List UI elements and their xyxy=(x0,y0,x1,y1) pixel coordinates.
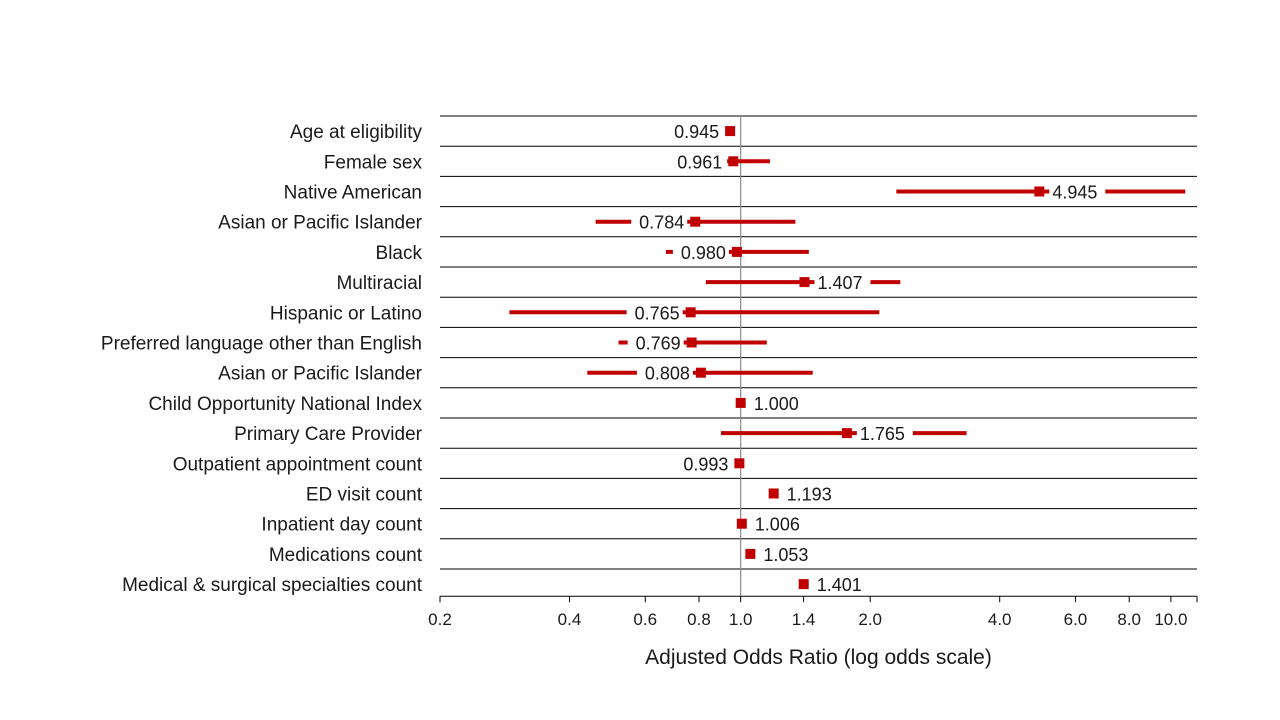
estimate-marker xyxy=(734,458,745,469)
row-label: ED visit count xyxy=(306,485,423,506)
x-tick-label: 0.6 xyxy=(633,610,657,629)
x-tick-label: 6.0 xyxy=(1064,610,1088,629)
x-tick-label: 8.0 xyxy=(1117,610,1141,629)
value-label-bg xyxy=(626,302,683,323)
x-tick-label: 2.0 xyxy=(858,610,882,629)
estimate-marker xyxy=(798,579,809,590)
or-value-label: 1.000 xyxy=(754,394,799,414)
or-value-label: 1.006 xyxy=(755,515,800,535)
row-label: Child Opportunity National Index xyxy=(148,394,422,415)
x-axis-title: Adjusted Odds Ratio (log odds scale) xyxy=(645,646,992,669)
row-label: Primary Care Provider xyxy=(234,424,423,445)
value-label-bg xyxy=(669,151,726,172)
value-label-bg xyxy=(631,211,688,232)
row-label: Black xyxy=(376,243,423,264)
value-label-bg xyxy=(1049,181,1106,202)
value-label-bg xyxy=(814,272,871,293)
estimate-marker xyxy=(690,216,701,227)
or-value-label: 0.993 xyxy=(683,454,728,474)
value-label-bg xyxy=(856,423,913,444)
value-label-bg xyxy=(636,362,693,383)
or-value-label: 1.053 xyxy=(763,545,808,565)
or-value-label: 0.961 xyxy=(677,152,722,172)
estimate-marker xyxy=(728,156,739,167)
x-tick-label: 4.0 xyxy=(988,610,1012,629)
or-value-label: 0.765 xyxy=(635,303,680,323)
estimate-marker xyxy=(768,488,779,499)
row-label: Age at eligibility xyxy=(290,122,423,143)
row-separators xyxy=(440,115,1197,570)
row-label: Inpatient day count xyxy=(261,515,422,536)
estimate-marker xyxy=(731,246,742,257)
estimate-marker xyxy=(695,367,706,378)
row-label: Native American xyxy=(284,183,422,204)
row-label: Asian or Pacific Islander xyxy=(218,364,422,385)
or-value-label: 1.193 xyxy=(787,485,832,505)
estimate-marker xyxy=(1034,186,1045,197)
or-value-label: 0.808 xyxy=(645,364,690,384)
estimate-marker xyxy=(685,307,696,318)
or-value-label: 1.407 xyxy=(817,273,862,293)
x-tick-label: 10.0 xyxy=(1154,610,1187,629)
or-value-label: 0.784 xyxy=(639,213,684,233)
x-tick-label: 0.4 xyxy=(558,610,582,629)
value-label-bg xyxy=(627,332,684,353)
row-label: Asian or Pacific Islander xyxy=(218,213,422,234)
estimate-marker xyxy=(725,126,736,137)
row-labels: Age at eligibility Female sex Native Ameri… xyxy=(101,122,423,596)
x-tick-label: 0.2 xyxy=(428,610,452,629)
row-label: Medications count xyxy=(269,545,423,566)
or-value-label: 0.769 xyxy=(636,334,681,354)
or-value-label: 0.980 xyxy=(681,243,726,263)
estimate-marker xyxy=(736,518,747,529)
estimate-marker xyxy=(735,397,746,408)
estimate-marker xyxy=(686,337,697,348)
x-tick-label: 0.8 xyxy=(687,610,711,629)
estimate-marker xyxy=(745,548,756,559)
row-label: Outpatient appointment count xyxy=(173,454,423,475)
estimate-marker xyxy=(799,277,810,288)
or-value-label: 4.945 xyxy=(1052,183,1097,203)
x-tick-label: 1.0 xyxy=(729,610,753,629)
confidence-intervals: 0.945 0.961 4.945 0.784 0.980 1.407 0.765 0.769… xyxy=(509,122,1186,595)
estimate-marker xyxy=(841,428,852,439)
x-tick-label: 1.4 xyxy=(792,610,816,629)
or-value-label: 1.401 xyxy=(817,575,862,595)
row-label: Multiracial xyxy=(336,273,422,294)
x-axis: 0.2 0.4 0.6 0.8 1.0 1.4 2.0 4.0 6.0 8.0 10.0 xyxy=(428,595,1198,629)
row-label: Hispanic or Latino xyxy=(270,303,422,324)
row-label: Medical & surgical specialties count xyxy=(122,575,423,596)
or-value-label: 1.765 xyxy=(860,424,905,444)
or-value-label: 0.945 xyxy=(674,122,719,142)
value-label-bg xyxy=(672,241,729,262)
row-label: Female sex xyxy=(324,152,423,173)
row-label: Preferred language other than English xyxy=(101,334,422,355)
